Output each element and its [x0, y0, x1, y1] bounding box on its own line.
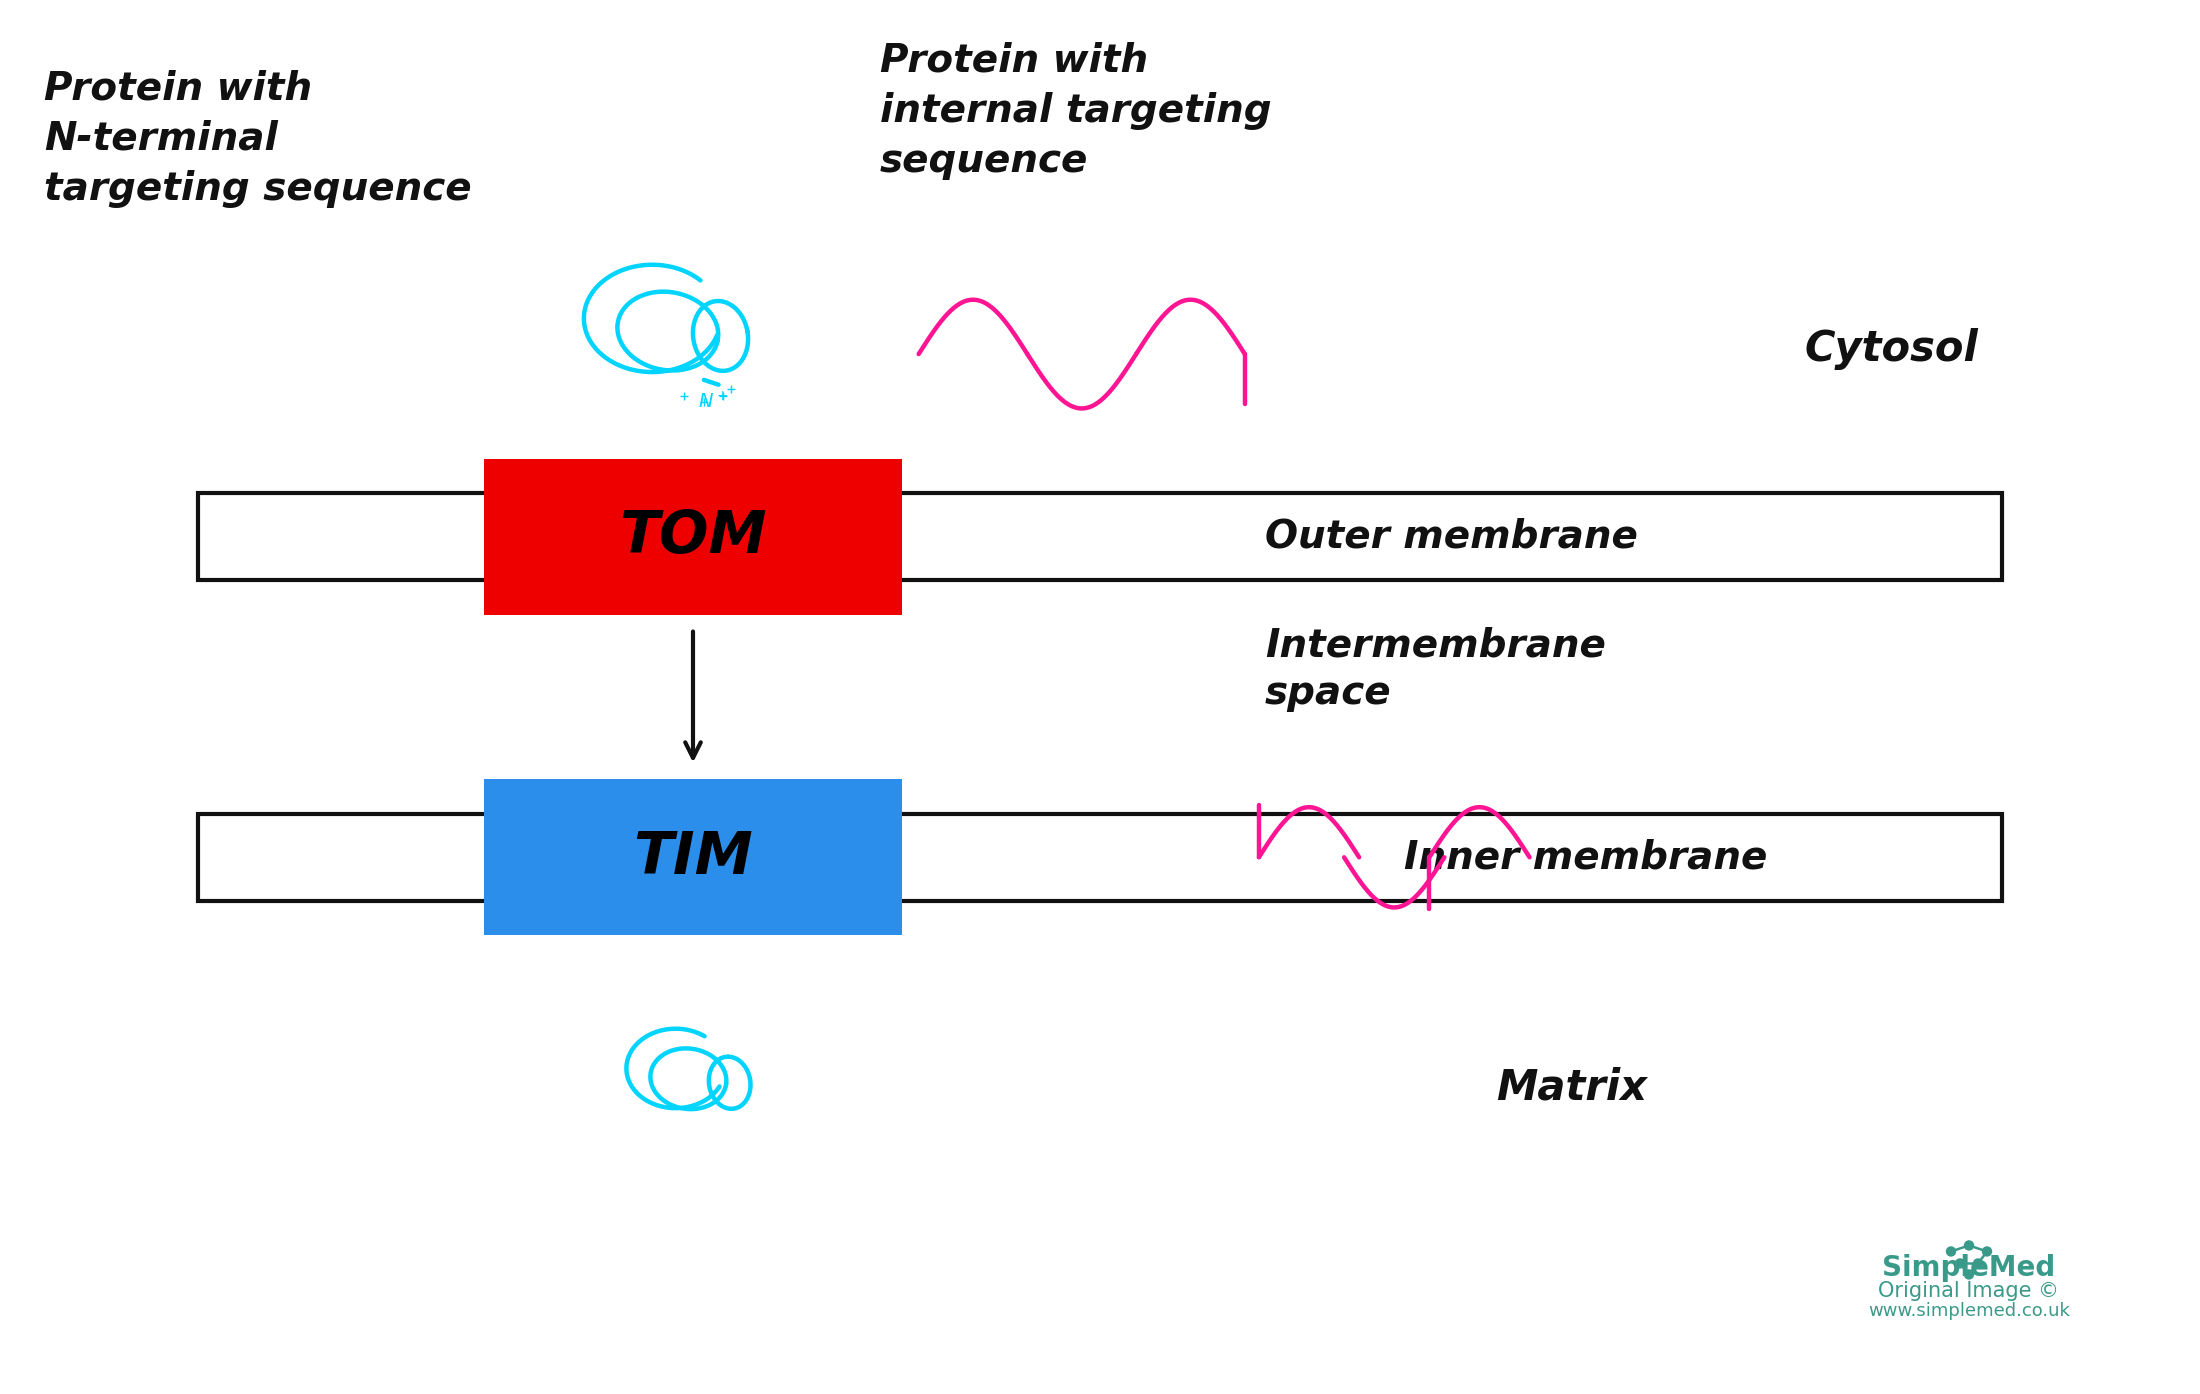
Circle shape	[1965, 1241, 1973, 1250]
Circle shape	[1982, 1248, 1991, 1256]
Circle shape	[1956, 1259, 1965, 1269]
Bar	[484, 459, 902, 615]
Text: TIM: TIM	[634, 829, 752, 885]
Text: SimpleMed: SimpleMed	[1883, 1255, 2055, 1282]
Text: $N^+$: $N^+$	[697, 392, 728, 413]
Text: Protein with
N-terminal
targeting sequence: Protein with N-terminal targeting sequen…	[44, 70, 471, 208]
Text: TOM: TOM	[618, 509, 768, 565]
Circle shape	[1947, 1248, 1956, 1256]
Text: Protein with
internal targeting
sequence: Protein with internal targeting sequence	[880, 42, 1272, 180]
Bar	[198, 493, 2002, 580]
Bar	[198, 814, 2002, 901]
Bar	[484, 779, 902, 935]
Text: Inner membrane: Inner membrane	[1404, 838, 1767, 877]
Text: Cytosol: Cytosol	[1804, 328, 1978, 369]
Circle shape	[1973, 1259, 1982, 1269]
Text: Original Image ©: Original Image ©	[1879, 1281, 2059, 1301]
Text: www.simplemed.co.uk: www.simplemed.co.uk	[1868, 1302, 2070, 1320]
Text: Intermembrane
space: Intermembrane space	[1265, 627, 1606, 711]
Circle shape	[1965, 1270, 1973, 1278]
Text: Outer membrane: Outer membrane	[1265, 517, 1637, 556]
Text: Matrix: Matrix	[1496, 1066, 1648, 1108]
